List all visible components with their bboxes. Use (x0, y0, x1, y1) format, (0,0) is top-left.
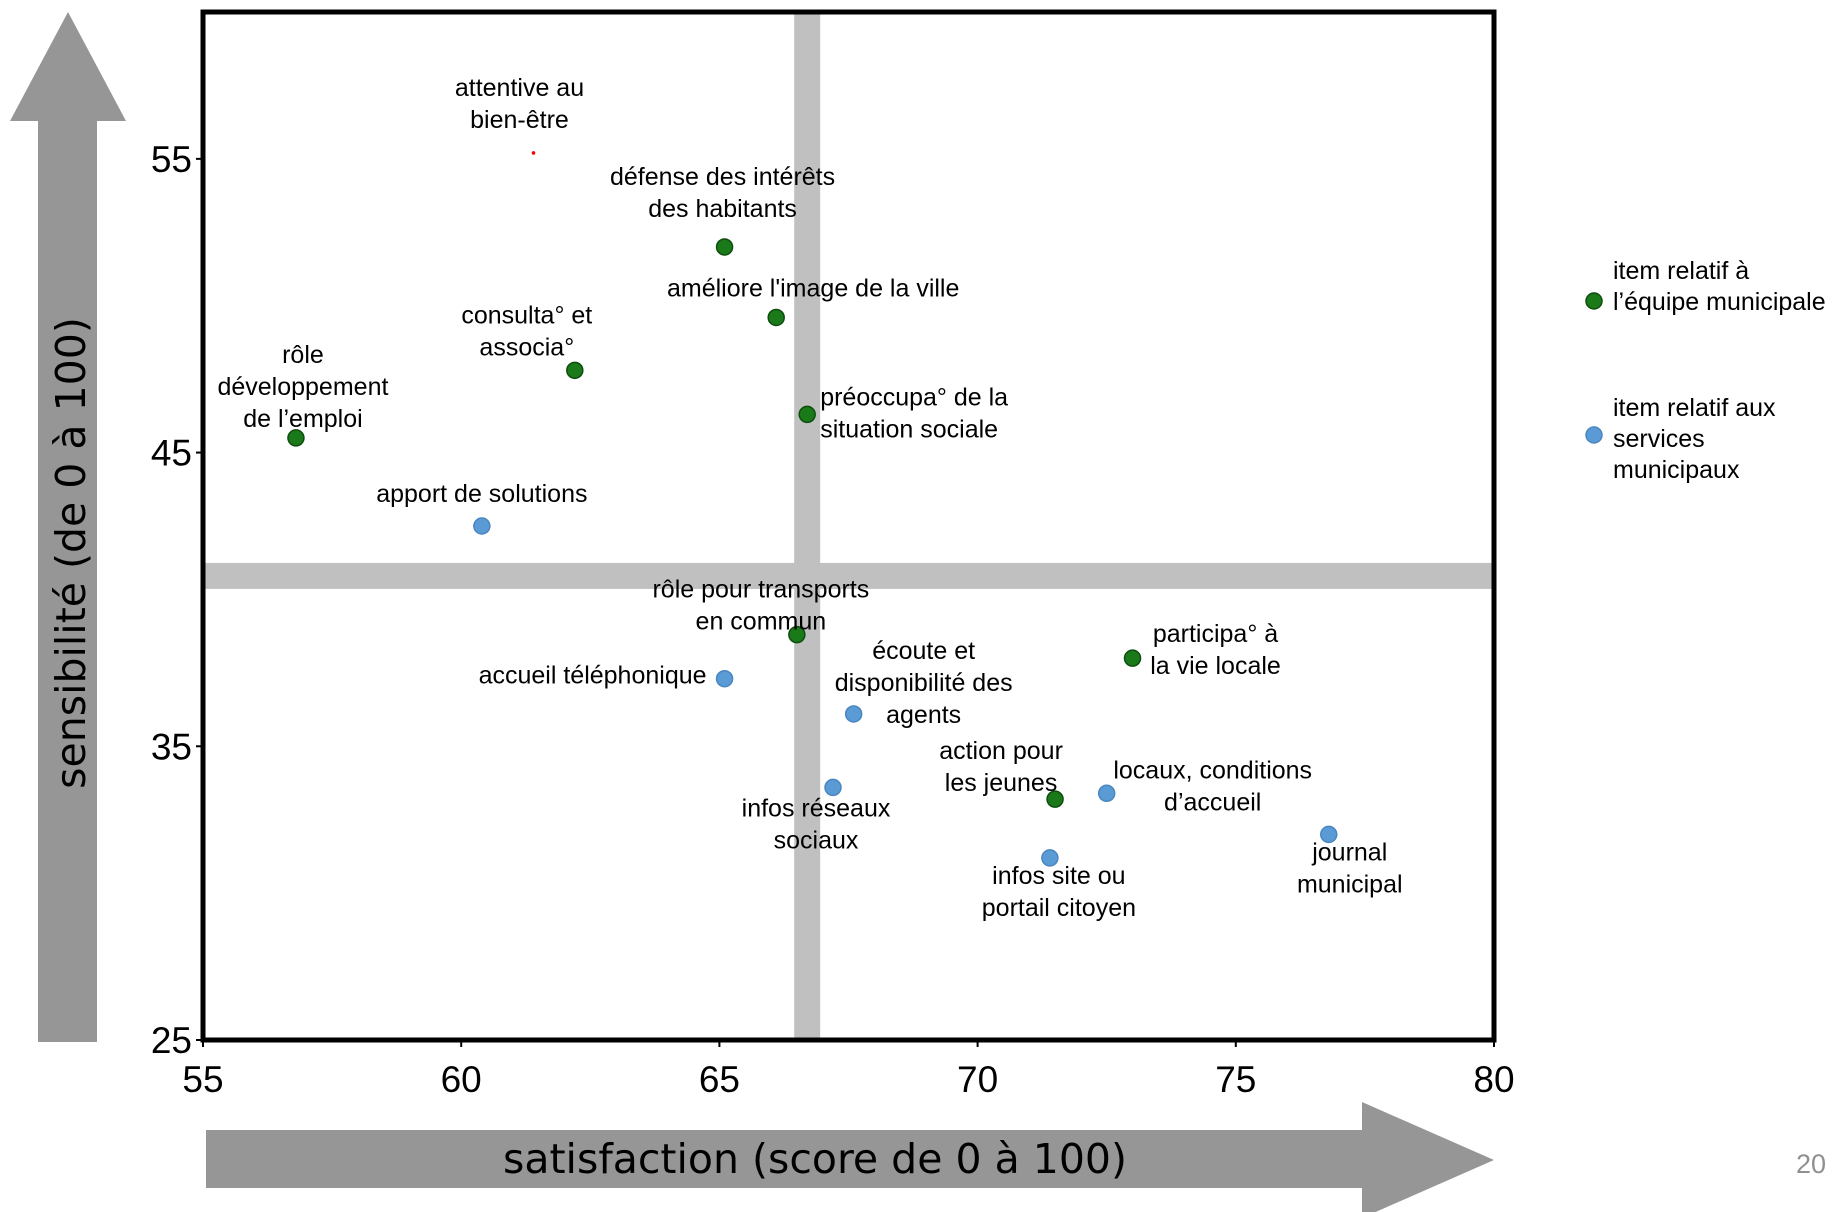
point-label: la vie locale (1150, 652, 1281, 680)
y-direction-arrow (10, 12, 126, 1042)
vertical-reference-band (794, 12, 821, 1040)
point-label: portail citoyen (982, 894, 1136, 922)
point-label: action pour (939, 737, 1063, 765)
scatter-point (798, 405, 816, 424)
point-label: participa° à (1153, 620, 1278, 648)
legend-label: l’équipe municipale (1613, 288, 1826, 316)
point-label: situation sociale (820, 415, 998, 443)
scatter-point (844, 705, 863, 723)
legend-marker (1585, 292, 1603, 310)
highlight-point (531, 151, 536, 155)
scatter-point (824, 778, 842, 797)
point-label: améliore l'image de la ville (667, 274, 959, 302)
point-label: associa° (479, 333, 574, 361)
point-label: rôle pour transports (652, 576, 869, 604)
point-label: des habitants (648, 195, 797, 223)
point-label: disponibilité des (835, 669, 1013, 697)
point-label: les jeunes (945, 769, 1058, 797)
x-axis-ticks: 55 60 65 70 75 80 (182, 1040, 1515, 1100)
point-label: agents (886, 701, 961, 729)
x-axis-title: satisfaction (score de 0 à 100) (503, 1135, 1127, 1183)
x-tick-label: 60 (441, 1059, 482, 1100)
x-direction-arrow (206, 1102, 1494, 1212)
scatter-point (1320, 825, 1338, 844)
horizontal-reference-band (203, 562, 1494, 589)
data-points: attentive au bien-être défense des intérêt… (217, 74, 1402, 922)
point-label: locaux, conditions (1113, 756, 1312, 784)
y-tick-label: 55 (151, 139, 192, 180)
point-label: accueil téléphonique (479, 662, 707, 690)
scatter-point (1041, 849, 1059, 867)
y-axis-title: sensibilité (de 0 à 100) (47, 317, 95, 789)
point-label: préoccupa° de la (820, 383, 1008, 411)
point-label: d’accueil (1164, 788, 1261, 816)
point-label: développement (217, 373, 388, 401)
legend: item relatif à l’équipe municipale item re… (1585, 257, 1826, 484)
axis-arrows (10, 12, 1494, 1212)
legend-label: municipaux (1613, 456, 1740, 484)
scatter-point (715, 238, 734, 256)
plot-frame (200, 9, 1497, 1043)
reference-guides (203, 12, 1494, 1040)
point-label: apport de solutions (376, 480, 587, 508)
x-tick-label: 70 (957, 1059, 998, 1100)
legend-label: item relatif à (1613, 257, 1749, 285)
point-label: en commun (696, 608, 827, 636)
y-tick-label: 35 (151, 726, 192, 767)
point-label: journal (1311, 838, 1387, 866)
legend-label: item relatif aux (1613, 394, 1776, 422)
point-label: attentive au (455, 74, 584, 102)
scatter-point (1097, 784, 1116, 803)
point-label: consulta° et (461, 301, 592, 329)
x-tick-label: 65 (699, 1059, 740, 1100)
scatter-point (473, 517, 491, 535)
x-tick-label: 80 (1473, 1059, 1514, 1100)
scatter-point (715, 669, 734, 688)
scatter-point (566, 361, 584, 380)
point-label: sociaux (774, 826, 859, 854)
scatter-point (767, 308, 785, 327)
point-label: écoute et (872, 637, 975, 665)
y-axis-ticks: 25 35 45 55 (151, 139, 203, 1061)
legend-label: services (1613, 425, 1705, 453)
scatter-point (287, 429, 305, 447)
x-tick-label: 55 (182, 1059, 223, 1100)
point-label: défense des intérêts (610, 163, 835, 191)
point-label: infos site ou (992, 862, 1125, 890)
x-tick-label: 75 (1215, 1059, 1256, 1100)
y-tick-label: 45 (151, 433, 192, 474)
y-tick-label: 25 (151, 1020, 192, 1061)
point-label: rôle (282, 341, 324, 369)
scatter-point (1123, 649, 1142, 667)
point-label: de l’emploi (243, 405, 363, 433)
legend-marker (1585, 426, 1603, 444)
slide-number: 20 (1796, 1149, 1826, 1179)
point-label: municipal (1297, 870, 1403, 898)
scatter-point (1046, 790, 1064, 808)
point-label: infos réseaux (742, 794, 891, 822)
scatter-point (788, 625, 806, 644)
point-label: bien-être (470, 106, 569, 134)
